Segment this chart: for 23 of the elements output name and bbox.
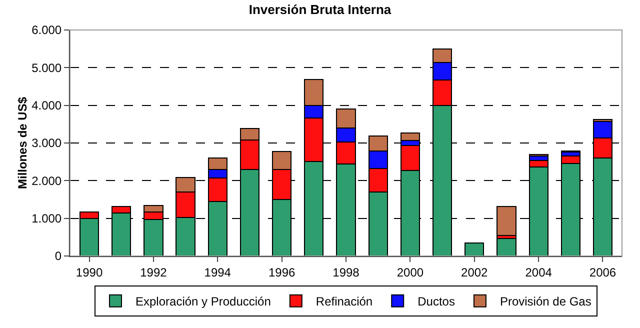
x-tick-label: 1994 [204, 265, 232, 280]
y-tick-label: 0 [54, 249, 62, 264]
x-tick-label: 2004 [525, 265, 552, 280]
x-tick-label: 2002 [461, 265, 488, 280]
y-axis-title: Millones de US$ [16, 96, 30, 190]
x-tick-label: 2006 [589, 265, 616, 280]
legend-label: Provisión de Gas [500, 294, 592, 309]
y-tick-label: 3.000 [32, 136, 62, 150]
y-tick-label: 1.000 [32, 212, 62, 226]
y-tick-label: 6.000 [32, 23, 62, 38]
x-tick-label: 2000 [396, 265, 424, 280]
chart-title: Inversión Bruta Interna [248, 2, 392, 18]
x-tick-label: 1996 [268, 265, 296, 280]
legend-label: Refinación [316, 294, 373, 309]
y-tick-label: 5.000 [32, 60, 62, 75]
x-tick-label: 1990 [76, 265, 103, 280]
x-tick-label: 1992 [140, 265, 168, 280]
x-tick-label: 1998 [332, 265, 360, 280]
bar [496, 206, 516, 236]
legend-label: Ductos [418, 294, 455, 309]
y-tick-label: 2.000 [32, 174, 62, 188]
y-tick-label: 4.000 [32, 98, 62, 113]
legend-label: Exploración y Producción [136, 294, 271, 309]
